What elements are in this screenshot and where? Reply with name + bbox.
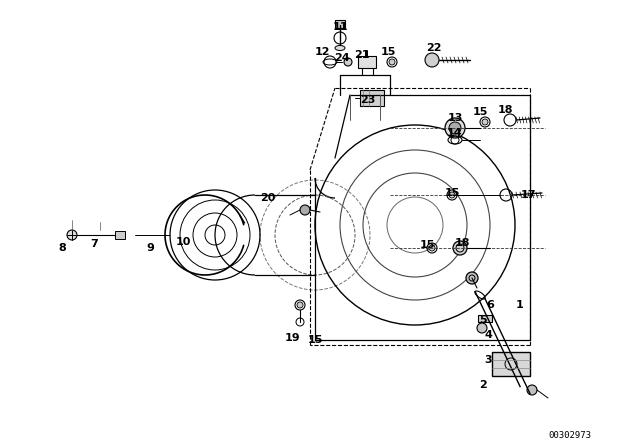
Text: 7: 7 bbox=[90, 239, 98, 249]
Bar bbox=[115, 231, 125, 239]
Circle shape bbox=[445, 118, 465, 138]
Text: 15: 15 bbox=[419, 240, 435, 250]
Circle shape bbox=[527, 385, 537, 395]
Circle shape bbox=[466, 272, 478, 284]
Bar bbox=[360, 90, 384, 106]
Circle shape bbox=[449, 122, 461, 134]
Text: 15: 15 bbox=[444, 188, 460, 198]
Text: 17: 17 bbox=[520, 190, 536, 200]
Text: 9: 9 bbox=[146, 243, 154, 253]
Text: 13: 13 bbox=[447, 113, 463, 123]
Text: 00302973: 00302973 bbox=[548, 431, 591, 439]
Text: 15: 15 bbox=[380, 47, 396, 57]
Text: 6: 6 bbox=[486, 300, 494, 310]
Text: 22: 22 bbox=[426, 43, 442, 53]
Circle shape bbox=[482, 119, 488, 125]
Text: 3: 3 bbox=[484, 355, 492, 365]
Text: 21: 21 bbox=[355, 50, 370, 60]
Circle shape bbox=[67, 230, 77, 240]
Circle shape bbox=[300, 205, 310, 215]
Circle shape bbox=[477, 323, 487, 333]
Text: 8: 8 bbox=[58, 243, 66, 253]
Bar bbox=[492, 352, 530, 376]
Circle shape bbox=[344, 58, 352, 66]
Text: 18: 18 bbox=[497, 105, 513, 115]
Bar bbox=[335, 20, 345, 28]
Circle shape bbox=[449, 192, 455, 198]
Text: 1: 1 bbox=[516, 300, 524, 310]
Text: 14: 14 bbox=[447, 128, 463, 138]
Circle shape bbox=[425, 53, 439, 67]
Circle shape bbox=[429, 245, 435, 251]
Text: 18: 18 bbox=[454, 238, 470, 248]
Text: 19: 19 bbox=[285, 333, 301, 343]
Text: 12: 12 bbox=[314, 47, 330, 57]
Text: 5: 5 bbox=[479, 315, 487, 325]
Text: 11: 11 bbox=[332, 22, 348, 32]
Circle shape bbox=[453, 241, 467, 255]
Text: 10: 10 bbox=[175, 237, 191, 247]
Ellipse shape bbox=[335, 46, 345, 51]
Text: 24: 24 bbox=[334, 53, 350, 63]
Text: 20: 20 bbox=[260, 193, 276, 203]
Text: 2: 2 bbox=[479, 380, 487, 390]
Text: 15: 15 bbox=[472, 107, 488, 117]
Circle shape bbox=[389, 59, 395, 65]
Text: 4: 4 bbox=[484, 330, 492, 340]
Bar bbox=[478, 315, 492, 322]
Text: 15: 15 bbox=[307, 335, 323, 345]
Circle shape bbox=[297, 302, 303, 308]
Bar bbox=[358, 56, 376, 68]
Text: 23: 23 bbox=[360, 95, 376, 105]
